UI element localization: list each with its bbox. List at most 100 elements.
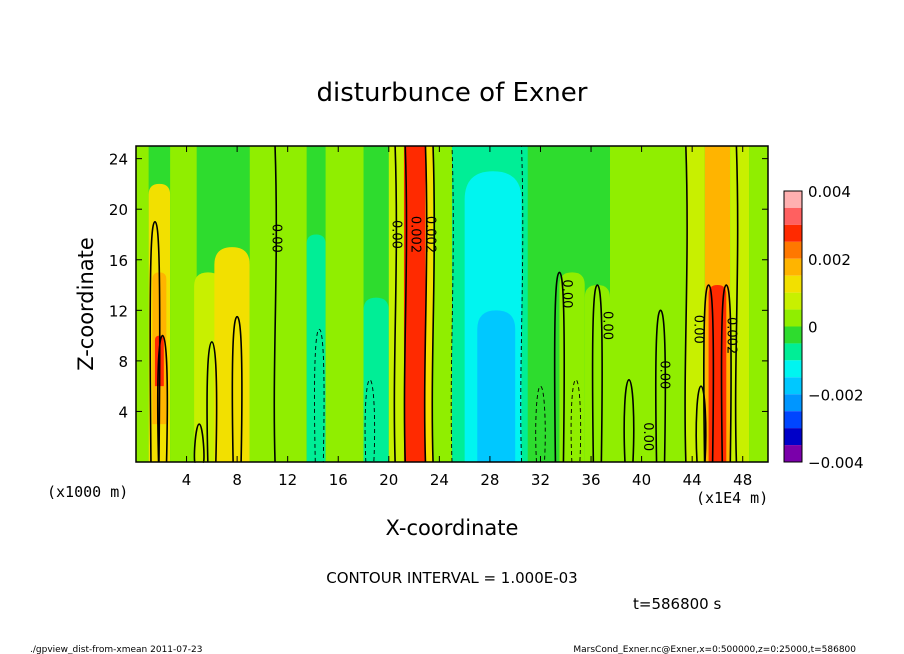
contour-lines	[149, 145, 739, 463]
contour-line-0	[149, 221, 161, 463]
contour-label-5: 0.00	[600, 311, 615, 340]
colorbar-tick-label-4: −0.004	[808, 454, 864, 472]
field-band-25	[730, 146, 750, 462]
contour-line-7	[364, 379, 376, 463]
y-tick-label-0: 4	[118, 403, 128, 421]
plot-frame	[135, 145, 769, 463]
colorbar-swatch-2	[784, 224, 802, 242]
field-band-9	[325, 146, 364, 462]
contour-line-20	[684, 145, 688, 463]
x-tick-label-5: 24	[430, 471, 449, 489]
x-tick-label-11: 48	[733, 471, 752, 489]
colorbar-swatch-6	[784, 292, 802, 310]
x-tick-label-6: 28	[480, 471, 499, 489]
contour-label-8: 0.002	[724, 317, 739, 354]
colorbar-swatch-14	[784, 428, 802, 446]
contour-label-6: 0.00	[657, 360, 672, 389]
x-tick-label-2: 12	[278, 471, 297, 489]
contour-line-1	[156, 334, 169, 463]
colorbar-swatch-5	[784, 275, 802, 293]
contour-line-12	[450, 145, 454, 463]
contour-line-11	[431, 145, 436, 463]
footer-left: ./gpview_dist-from-xmean 2011-07-23	[30, 645, 202, 654]
field-band-4	[170, 146, 197, 462]
field-band-22	[685, 146, 705, 462]
contour-label-1: 0.00	[389, 220, 404, 249]
contour-line-16	[570, 379, 582, 463]
x-unit-label: (x1E4 m)	[696, 489, 768, 507]
x-tick-label-8: 36	[581, 471, 600, 489]
contour-line-15	[553, 271, 566, 463]
field-band-7	[249, 146, 307, 462]
y-tick-label-1: 8	[118, 353, 128, 371]
contour-line-5	[273, 145, 278, 463]
contour-label-3: 0.002	[423, 216, 438, 253]
colorbar-swatch-13	[784, 411, 802, 429]
contour-line-22	[703, 284, 715, 463]
y-axis-title: Z-coordinate	[74, 237, 98, 371]
contour-line-24	[734, 145, 739, 463]
field-band-21	[610, 146, 686, 462]
colorbar-swatch-3	[784, 241, 802, 259]
colorbar-swatch-9	[784, 343, 802, 361]
colorbar-swatch-10	[784, 360, 802, 378]
colorbar-tick-label-3: −0.002	[808, 386, 864, 404]
field-band-24	[708, 285, 727, 462]
x-axis-title: X-coordinate	[386, 516, 519, 540]
contour-line-17	[591, 284, 603, 463]
x-tick-label-7: 32	[531, 471, 550, 489]
field-band-19	[559, 272, 585, 462]
footer-right: MarsCond_Exner.nc@Exner,x=0:500000,z=0:2…	[573, 645, 856, 654]
contour-label-0: 0.00	[269, 224, 284, 253]
contour-line-14	[535, 385, 546, 463]
y-tick-label-3: 16	[109, 252, 128, 270]
contour-line-13	[520, 145, 524, 463]
x-tick-label-0: 4	[182, 471, 192, 489]
colorbar-swatch-0	[784, 191, 802, 208]
contour-line-3	[206, 341, 218, 463]
time-label: t=586800 s	[633, 595, 721, 613]
contour-line-8	[393, 145, 398, 463]
chart-title: disturbunce of Exner	[317, 78, 588, 108]
colorbar-swatch-12	[784, 394, 802, 412]
field-band-12	[403, 146, 426, 462]
colorbar-swatch-8	[784, 326, 802, 344]
contour-label-7: 0.00	[691, 315, 706, 344]
field-band-18	[527, 146, 560, 462]
contour-line-9	[403, 145, 408, 463]
x-axis: 4 8 12 16 20 24 28 32 36 40 44 48	[182, 146, 752, 489]
contour-line-21	[695, 385, 707, 463]
colorbar-swatch-15	[784, 445, 802, 462]
y-tick-label-2: 12	[109, 302, 128, 320]
contour-line-6	[314, 328, 325, 463]
x-tick-label-3: 16	[329, 471, 348, 489]
contour-line-19	[654, 309, 667, 463]
field-band-26	[749, 146, 768, 462]
y-tick-label-5: 24	[109, 151, 128, 169]
contour-line-23	[720, 284, 732, 463]
field-band-0	[136, 146, 149, 462]
x-tick-label-1: 8	[232, 471, 242, 489]
contour-fill	[136, 146, 768, 463]
contour-label-9: 0.00	[640, 422, 655, 451]
colorbar-swatch-7	[784, 309, 802, 327]
field-band-14	[433, 146, 452, 462]
field-band-8	[306, 234, 326, 462]
y-tick-label-4: 20	[109, 201, 128, 219]
contour-line-18	[623, 379, 635, 463]
colorbar-frame	[783, 190, 803, 463]
field-band-17	[477, 310, 516, 462]
contour-line-4	[231, 315, 243, 463]
x-tick-label-10: 44	[683, 471, 702, 489]
colorbar-swatch-4	[784, 258, 802, 276]
x-tick-label-9: 40	[632, 471, 651, 489]
field-band-10	[363, 297, 389, 462]
contour-label-4: 0.00	[559, 279, 574, 308]
field-band-20	[584, 285, 610, 462]
contour-label-2: 0.002	[408, 216, 423, 253]
x-tick-label-4: 20	[379, 471, 398, 489]
colorbar: 0.004 0.002 0 −0.002 −0.004	[783, 183, 864, 472]
